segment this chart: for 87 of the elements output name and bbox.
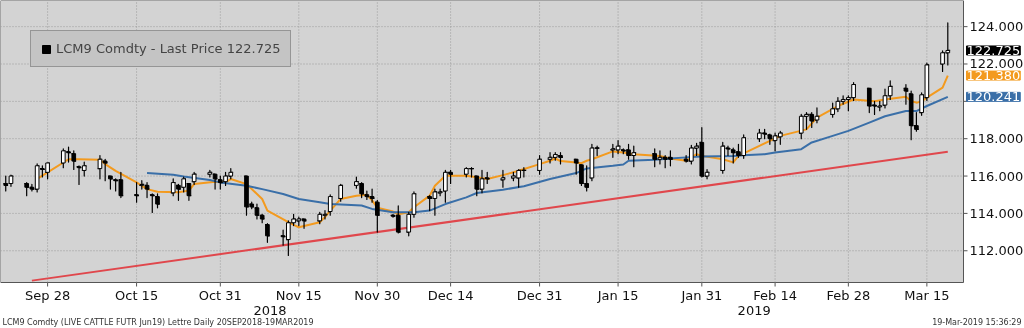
y-tick-label: 114.000 <box>969 205 1024 221</box>
candlestick <box>583 165 590 192</box>
candlestick <box>578 164 585 186</box>
candlestick <box>112 178 119 192</box>
candlestick <box>573 158 580 175</box>
text: LCM9 Comdty (LIVE CATTLE FUTR Jun19) Lettre Daily 20SEP2018-19MAR2019 <box>2 318 314 327</box>
candlestick <box>374 199 381 233</box>
candlestick <box>222 171 229 186</box>
data-label: 121.380 <box>966 68 1021 84</box>
candlestick <box>939 50 946 73</box>
x-tick-label: Jan 31 <box>680 288 723 303</box>
candlestick <box>944 22 951 66</box>
candlestick <box>902 83 909 105</box>
x-tick-label: Nov 30 <box>354 288 401 303</box>
candlestick <box>808 111 815 129</box>
candlestick <box>651 148 658 168</box>
x-tick-label: Sep 28 <box>25 288 71 303</box>
candlestick <box>191 171 198 186</box>
x-tick-label: Dec 31 <box>516 288 563 303</box>
candlestick <box>442 169 449 203</box>
x-tick-label: Nov 15 <box>275 288 322 303</box>
candlestick <box>60 148 67 169</box>
candlestick <box>117 171 124 199</box>
candlestick <box>264 223 271 243</box>
candlestick <box>798 113 805 140</box>
candlestick <box>463 167 470 178</box>
y-tick-label: 124.000 <box>969 19 1024 35</box>
candlestick <box>630 145 637 168</box>
x-tick-label: Feb 14 <box>753 288 797 303</box>
candlestick <box>395 205 402 234</box>
candlestick <box>473 175 480 197</box>
candlestick <box>908 90 915 141</box>
candlestick <box>667 150 674 167</box>
candlestick <box>23 181 30 197</box>
y-tick-label: 112.000 <box>969 243 1024 259</box>
candlestick <box>337 183 344 202</box>
candlestick <box>756 128 763 143</box>
candlestick <box>515 168 522 188</box>
candlestick <box>185 182 192 201</box>
candlestick <box>81 161 88 177</box>
x-tick-label: Dec 14 <box>427 288 474 303</box>
candlestick <box>327 194 334 216</box>
candlestick <box>536 154 543 175</box>
y-tick-label: 118.000 <box>969 131 1024 147</box>
candlestick <box>44 162 51 180</box>
text: 2019 <box>737 303 771 318</box>
x-tick-label: Jan 15 <box>596 288 639 303</box>
candlestick <box>65 146 72 163</box>
candlestick <box>625 143 632 160</box>
text: 122.725 <box>966 42 1021 58</box>
candlestick <box>70 150 77 171</box>
text: 19-Mar-2019 15:36:29 <box>932 318 1022 327</box>
candlestick <box>850 82 857 102</box>
candlestick <box>316 211 323 225</box>
candlestick <box>2 175 9 192</box>
candlestick <box>620 148 627 155</box>
candlestick <box>557 152 564 165</box>
candlestick <box>217 175 224 190</box>
text: 2018 <box>253 303 287 318</box>
candlestick <box>803 111 810 130</box>
candlestick <box>829 102 836 118</box>
candlestick <box>688 144 695 165</box>
candlestick <box>426 195 433 212</box>
candlestick <box>866 87 873 114</box>
candlestick <box>149 193 156 214</box>
candlestick <box>154 193 161 209</box>
candlestick <box>170 178 177 197</box>
y-tick-label: 116.000 <box>969 168 1024 184</box>
candlestick <box>552 152 559 161</box>
x-tick-label: Oct 31 <box>198 288 242 303</box>
candlestick <box>358 181 365 199</box>
x-tick-label: Mar 15 <box>904 288 950 303</box>
candlestick <box>499 169 506 188</box>
candlestick <box>243 175 250 216</box>
candlestick <box>133 181 140 203</box>
candlestick <box>285 220 292 257</box>
candlestick <box>777 130 784 145</box>
candlestick <box>740 134 747 159</box>
legend-label: LCM9 Comdty - Last Price 122.725 <box>56 41 281 56</box>
candlestick <box>588 143 595 182</box>
candlestick <box>107 175 114 190</box>
candlestick <box>719 141 726 174</box>
candlestick <box>730 147 737 164</box>
candlestick <box>180 176 187 193</box>
data-label: 120.241 <box>966 89 1021 105</box>
x-tick-label: Oct 15 <box>115 288 159 303</box>
x-tick-label: Feb 28 <box>826 288 871 303</box>
